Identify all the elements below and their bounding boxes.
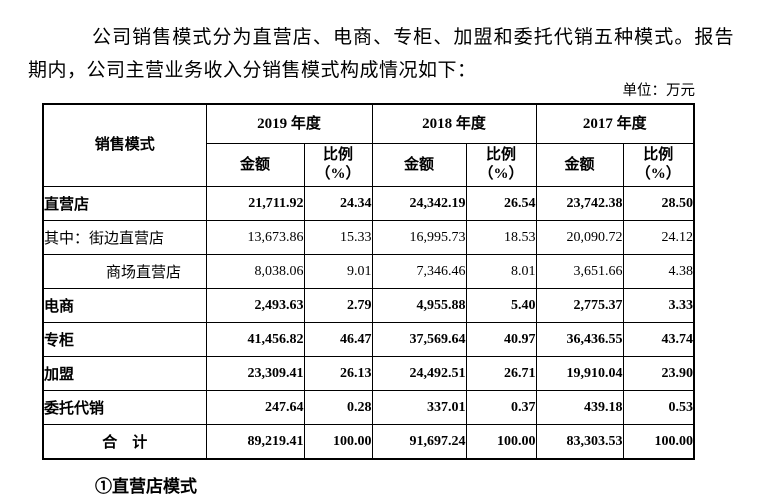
value-cell: 9.01 — [303, 254, 373, 289]
value-cell: 13,673.86 — [205, 220, 305, 255]
value-cell: 43.74 — [622, 322, 695, 357]
year-header-2017: 2017 年度 — [535, 103, 695, 144]
ratio-header-2017: 比例 （%） — [622, 143, 695, 187]
ratio-unit: （%） — [635, 166, 681, 182]
table-row: 加盟 23,309.41 26.13 24,492.51 26.71 19,910.04 2… — [42, 356, 695, 391]
year-header-2018: 2018 年度 — [371, 103, 537, 144]
sales-mode-revenue-table: 销售模式 2019 年度 2018 年度 2017 年度 金额 比例 （%） 金额… — [42, 103, 696, 460]
value-cell: 8,038.06 — [205, 254, 305, 289]
value-cell: 91,697.24 — [371, 424, 467, 460]
value-cell: 439.18 — [535, 390, 624, 425]
row-label: 加盟 — [42, 356, 207, 391]
value-cell: 37,569.64 — [371, 322, 467, 357]
table-header-row-years: 销售模式 2019 年度 2018 年度 2017 年度 — [42, 103, 695, 187]
value-cell: 2,775.37 — [535, 288, 624, 323]
ratio-unit: （%） — [315, 166, 361, 182]
table-row: 其中：街边直营店 13,673.86 15.33 16,995.73 18.53 20,0… — [42, 220, 695, 255]
next-section-heading-partial: ①直营店模式 — [95, 477, 197, 496]
value-cell: 100.00 — [465, 424, 537, 460]
value-cell: 21,711.92 — [205, 186, 305, 221]
value-cell: 26.71 — [465, 356, 537, 391]
value-cell: 24.12 — [622, 220, 695, 255]
table-body: 直营店 21,711.92 24.34 24,342.19 26.54 23,742.38… — [42, 186, 695, 460]
table-header: 销售模式 2019 年度 2018 年度 2017 年度 金额 比例 （%） 金额… — [42, 103, 695, 187]
table-row: 电商 2,493.63 2.79 4,955.88 5.40 2,775.37 3.33 — [42, 288, 695, 323]
table-header-row-metrics: 金额 比例 （%） 金额 比例 （%） 金额 比例 （%） — [43, 143, 695, 187]
amount-header-2019: 金额 — [205, 143, 305, 187]
value-cell: 5.40 — [465, 288, 537, 323]
value-cell: 8.01 — [465, 254, 537, 289]
value-cell: 2.79 — [303, 288, 373, 323]
value-cell: 247.64 — [205, 390, 305, 425]
year-header-2019: 2019 年度 — [205, 103, 373, 144]
value-cell: 26.54 — [465, 186, 537, 221]
table-row: 商场直营店 8,038.06 9.01 7,346.46 8.01 3,651.66 4.3… — [42, 254, 695, 289]
value-cell: 83,303.53 — [535, 424, 624, 460]
ratio-label: 比例 — [643, 147, 674, 163]
value-cell: 46.47 — [303, 322, 373, 357]
value-cell: 16,995.73 — [371, 220, 467, 255]
value-cell: 24,492.51 — [371, 356, 467, 391]
value-cell: 24.34 — [303, 186, 373, 221]
value-cell: 23,742.38 — [535, 186, 624, 221]
value-cell: 23.90 — [622, 356, 695, 391]
value-cell: 100.00 — [303, 424, 373, 460]
intro-paragraph: 公司销售模式分为直营店、电商、专柜、加盟和委托代销五种模式。报告期内，公司主营业… — [28, 27, 734, 81]
value-cell: 18.53 — [465, 220, 537, 255]
table-row: 委托代销 247.64 0.28 337.01 0.37 439.18 0.53 — [42, 390, 695, 425]
row-label: 商场直营店 — [42, 254, 207, 289]
value-cell: 41,456.82 — [205, 322, 305, 357]
ratio-header-2019: 比例 （%） — [303, 143, 373, 187]
unit-label: 单位：万元 — [622, 83, 696, 99]
value-cell: 0.53 — [622, 390, 695, 425]
table-row: 直营店 21,711.92 24.34 24,342.19 26.54 23,742.38… — [42, 186, 695, 221]
amount-header-2017: 金额 — [535, 143, 624, 187]
value-cell: 23,309.41 — [205, 356, 305, 391]
row-label: 专柜 — [42, 322, 207, 357]
value-cell: 15.33 — [303, 220, 373, 255]
value-cell: 0.28 — [303, 390, 373, 425]
value-cell: 4,955.88 — [371, 288, 467, 323]
value-cell: 3.33 — [622, 288, 695, 323]
value-cell: 0.37 — [465, 390, 537, 425]
row-label: 直营店 — [42, 186, 207, 221]
table-row: 合 计 89,219.41 100.00 91,697.24 100.00 83,303.… — [42, 424, 695, 460]
amount-header-2018: 金额 — [371, 143, 467, 187]
value-cell: 3,651.66 — [535, 254, 624, 289]
value-cell: 100.00 — [622, 424, 695, 460]
value-cell: 2,493.63 — [205, 288, 305, 323]
ratio-label: 比例 — [486, 147, 517, 163]
ratio-unit: （%） — [478, 166, 524, 182]
value-cell: 26.13 — [303, 356, 373, 391]
value-cell: 4.38 — [622, 254, 695, 289]
value-cell: 24,342.19 — [371, 186, 467, 221]
row-label: 电商 — [42, 288, 207, 323]
value-cell: 89,219.41 — [205, 424, 305, 460]
value-cell: 19,910.04 — [535, 356, 624, 391]
value-cell: 28.50 — [622, 186, 695, 221]
row-label: 合 计 — [42, 424, 207, 460]
value-cell: 337.01 — [371, 390, 467, 425]
ratio-header-2018: 比例 （%） — [465, 143, 537, 187]
column-header-sales-mode: 销售模式 — [42, 103, 207, 187]
ratio-label: 比例 — [323, 147, 354, 163]
value-cell: 20,090.72 — [535, 220, 624, 255]
value-cell: 7,346.46 — [371, 254, 467, 289]
value-cell: 40.97 — [465, 322, 537, 357]
row-label: 委托代销 — [42, 390, 207, 425]
table-row: 专柜 41,456.82 46.47 37,569.64 40.97 36,436.55 4… — [42, 322, 695, 357]
row-label: 其中：街边直营店 — [42, 220, 207, 255]
value-cell: 36,436.55 — [535, 322, 624, 357]
